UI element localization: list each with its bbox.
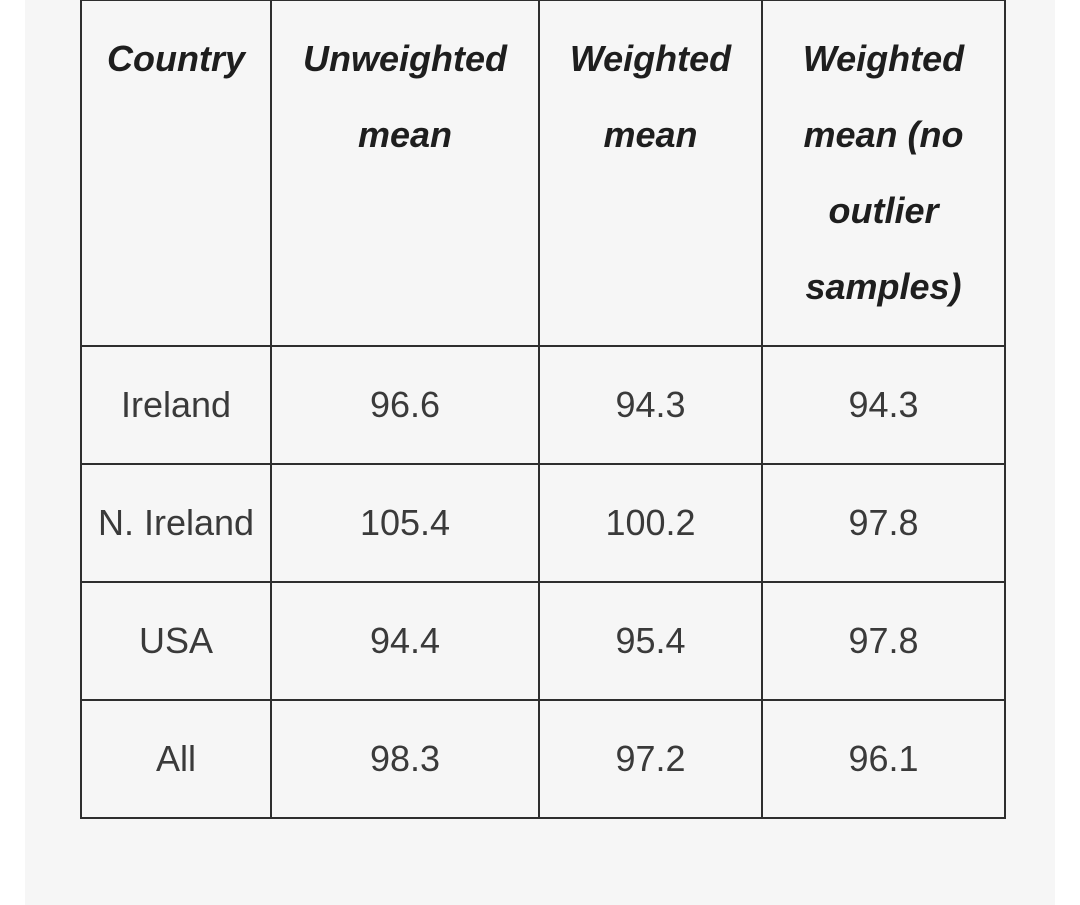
table-cell: 96.6 bbox=[270, 345, 540, 465]
table-cell: 95.4 bbox=[538, 581, 763, 701]
table-body: Ireland 96.6 94.3 94.3 N. Ireland 105.4 100.2 9… bbox=[80, 345, 1006, 819]
table-row: USA 94.4 95.4 97.8 bbox=[80, 581, 1006, 701]
table-row: Ireland 96.6 94.3 94.3 bbox=[80, 345, 1006, 465]
table-cell: 98.3 bbox=[270, 699, 540, 819]
header-row: Country Unweighted mean Weighted mean Weigh… bbox=[80, 0, 1006, 347]
table-cell: 97.2 bbox=[538, 699, 763, 819]
column-header: Weighted mean (no outlier samples) bbox=[761, 0, 1006, 347]
table-cell: USA bbox=[80, 581, 272, 701]
table-cell: 94.4 bbox=[270, 581, 540, 701]
table-cell: 105.4 bbox=[270, 463, 540, 583]
table-row: N. Ireland 105.4 100.2 97.8 bbox=[80, 463, 1006, 583]
column-header: Unweighted mean bbox=[270, 0, 540, 347]
table-cell: All bbox=[80, 699, 272, 819]
table-cell: N. Ireland bbox=[80, 463, 272, 583]
column-header: Country bbox=[80, 0, 272, 347]
table-cell: 94.3 bbox=[761, 345, 1006, 465]
table-cell: 100.2 bbox=[538, 463, 763, 583]
table-row: All 98.3 97.2 96.1 bbox=[80, 699, 1006, 819]
table-cell: Ireland bbox=[80, 345, 272, 465]
column-header: Weighted mean bbox=[538, 0, 763, 347]
data-table: Country Unweighted mean Weighted mean Weigh… bbox=[80, 0, 1006, 819]
table-cell: 94.3 bbox=[538, 345, 763, 465]
table-cell: 96.1 bbox=[761, 699, 1006, 819]
table-cell: 97.8 bbox=[761, 581, 1006, 701]
table-cell: 97.8 bbox=[761, 463, 1006, 583]
